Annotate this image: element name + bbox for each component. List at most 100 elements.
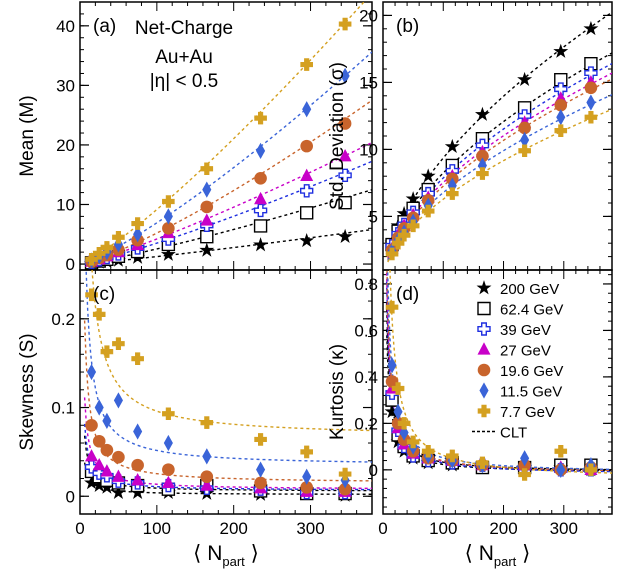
point-11.5-gev [556, 109, 566, 126]
y-tick-label: 30 [56, 76, 75, 95]
panel-frame [79, 269, 373, 515]
x-tick-label: 0 [378, 519, 387, 538]
legend-label: 62.4 GeV [500, 302, 563, 319]
point-11.5-gev [202, 181, 212, 198]
y-tick-label: 0.2 [51, 310, 75, 329]
point-7.7-gev [476, 167, 489, 180]
data-points [84, 288, 353, 502]
point-39-gev [584, 66, 598, 80]
point-7.7-gev [338, 17, 352, 31]
data-points [384, 20, 599, 261]
point-19.6-gev [85, 418, 98, 432]
point-27-gev [300, 168, 314, 182]
legend-marker [477, 404, 491, 418]
panel-frame [382, 1, 613, 271]
fit-line-19.6-gev [83, 320, 372, 482]
y-tick-label: 0 [66, 255, 75, 274]
point-7.7-gev [391, 236, 405, 250]
y-tick-label: 0.2 [354, 414, 378, 433]
point-200-gev [583, 20, 599, 36]
legend-marker [476, 280, 492, 295]
x-axis-label: ⟨ Npart ⟩ [465, 542, 531, 569]
point-19.6-gev [338, 117, 352, 130]
y-axis-label: Mean (M) [17, 95, 38, 176]
y-axis-label: Kurtosis (κ) [327, 344, 348, 440]
point-62.4-gev [554, 73, 568, 87]
point-19.6-gev [385, 375, 399, 388]
point-27-gev [254, 191, 268, 205]
data-points [384, 300, 599, 481]
point-200-gev [553, 43, 569, 58]
point-19.6-gev [554, 98, 568, 112]
fit-line-11.5-gev [85, 51, 372, 263]
point-11.5-gev [163, 208, 173, 225]
y-tick-label: 40 [56, 17, 75, 36]
point-19.6-gev [254, 476, 267, 490]
point-11.5-gev [340, 67, 350, 84]
point-11.5-gev [102, 412, 112, 429]
point-11.5-gev [586, 94, 596, 111]
point-39-gev [299, 184, 314, 198]
point-19.6-gev [338, 482, 352, 496]
point-19.6-gev [92, 434, 106, 448]
point-27-gev [338, 149, 352, 162]
point-11.5-gev [86, 363, 97, 381]
point-27-gev [161, 475, 175, 489]
point-200-gev [474, 106, 490, 121]
point-19.6-gev [162, 463, 175, 476]
point-27-gev [200, 213, 214, 226]
fit-line-62.4-gev [83, 435, 372, 492]
point-11.5-gev [163, 434, 173, 452]
point-7.7-gev [92, 308, 106, 321]
point-7.7-gev [391, 382, 405, 395]
point-19.6-gev [476, 149, 489, 163]
point-19.6-gev [162, 222, 175, 235]
legend-marker [477, 363, 491, 377]
legend-marker [477, 301, 491, 316]
x-tick-label: 100 [429, 519, 457, 538]
point-27-gev [100, 464, 114, 477]
point-7.7-gev [446, 449, 459, 463]
y-tick-label: 5 [369, 207, 378, 226]
panel-label: (a) [93, 16, 116, 37]
fit-line-27-gev [387, 72, 612, 259]
point-7.7-gev [397, 228, 411, 242]
fit-line-19.6-gev [85, 99, 372, 264]
point-7.7-gev [554, 124, 568, 137]
x-tick-label: 200 [219, 519, 247, 538]
point-11.5-gev [520, 450, 530, 467]
panel-label: (c) [93, 284, 115, 305]
point-11.5-gev [387, 357, 397, 374]
point-7.7-gev [300, 445, 313, 459]
point-7.7-gev [200, 162, 214, 176]
legend-label: 39 GeV [500, 322, 551, 339]
panel-label: (d) [396, 284, 419, 305]
point-7.7-gev [85, 288, 98, 302]
fit-line-11.5-gev [387, 94, 612, 261]
panel-c: 0 0.1 0.2 0 100 200 300 (c) Skewness (S) ⟨ Npart … [17, 269, 373, 569]
y-tick-label: 20 [359, 6, 378, 25]
point-39-gev [338, 168, 352, 183]
panel-label: (b) [396, 16, 419, 37]
legend-label: 27 GeV [500, 343, 551, 360]
point-200-gev [337, 228, 353, 243]
panel-frame [382, 269, 613, 515]
y-tick-label: 0 [369, 461, 378, 480]
y-tick-label: 0.8 [354, 275, 378, 294]
legend-marker [479, 382, 489, 399]
point-7.7-gev [85, 252, 98, 266]
point-11.5-gev [556, 461, 566, 478]
panel-annotation: Net-Charge [135, 18, 233, 39]
fit-line-200-gev [387, 11, 612, 255]
point-39-gev [253, 203, 268, 218]
point-27-gev [85, 449, 99, 462]
point-11.5-gev [393, 403, 403, 420]
point-7.7-gev [112, 230, 125, 244]
point-11.5-gev [256, 461, 266, 478]
point-11.5-gev [133, 226, 143, 243]
point-7.7-gev [421, 204, 435, 218]
point-7.7-gev [518, 468, 531, 481]
point-200-gev [299, 232, 315, 248]
panel-annotation: |η| < 0.5 [150, 71, 219, 92]
